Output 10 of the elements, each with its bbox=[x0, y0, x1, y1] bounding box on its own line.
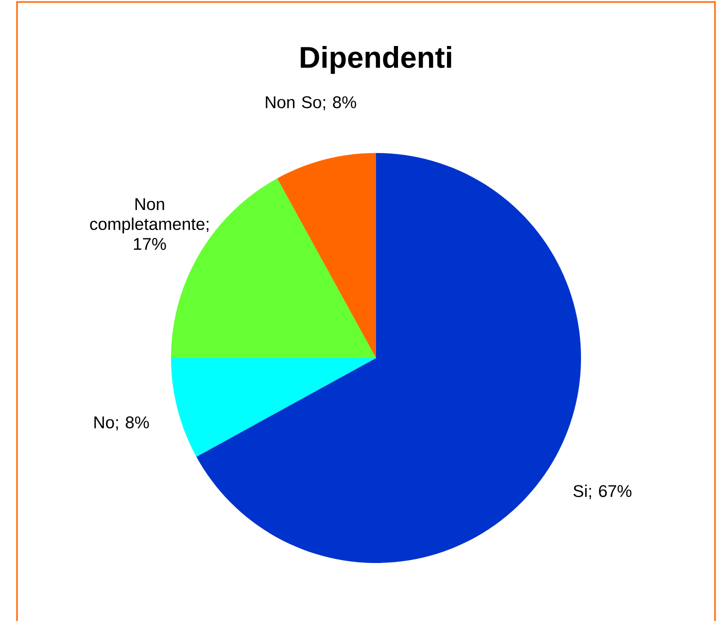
slice-label: Non So bbox=[266, 96, 322, 108]
data-label: ; 67% bbox=[589, 485, 632, 500]
chart-title: Dipendenti bbox=[300, 46, 452, 74]
slice-label: No bbox=[94, 416, 114, 428]
text: ; bbox=[206, 220, 208, 232]
data-label: ; 8% bbox=[323, 96, 356, 110]
text: 17% bbox=[134, 238, 166, 250]
slice-label: Non completamente bbox=[90, 198, 204, 234]
slice-label: Si bbox=[574, 484, 587, 498]
data-label: ; 8% bbox=[116, 416, 149, 430]
